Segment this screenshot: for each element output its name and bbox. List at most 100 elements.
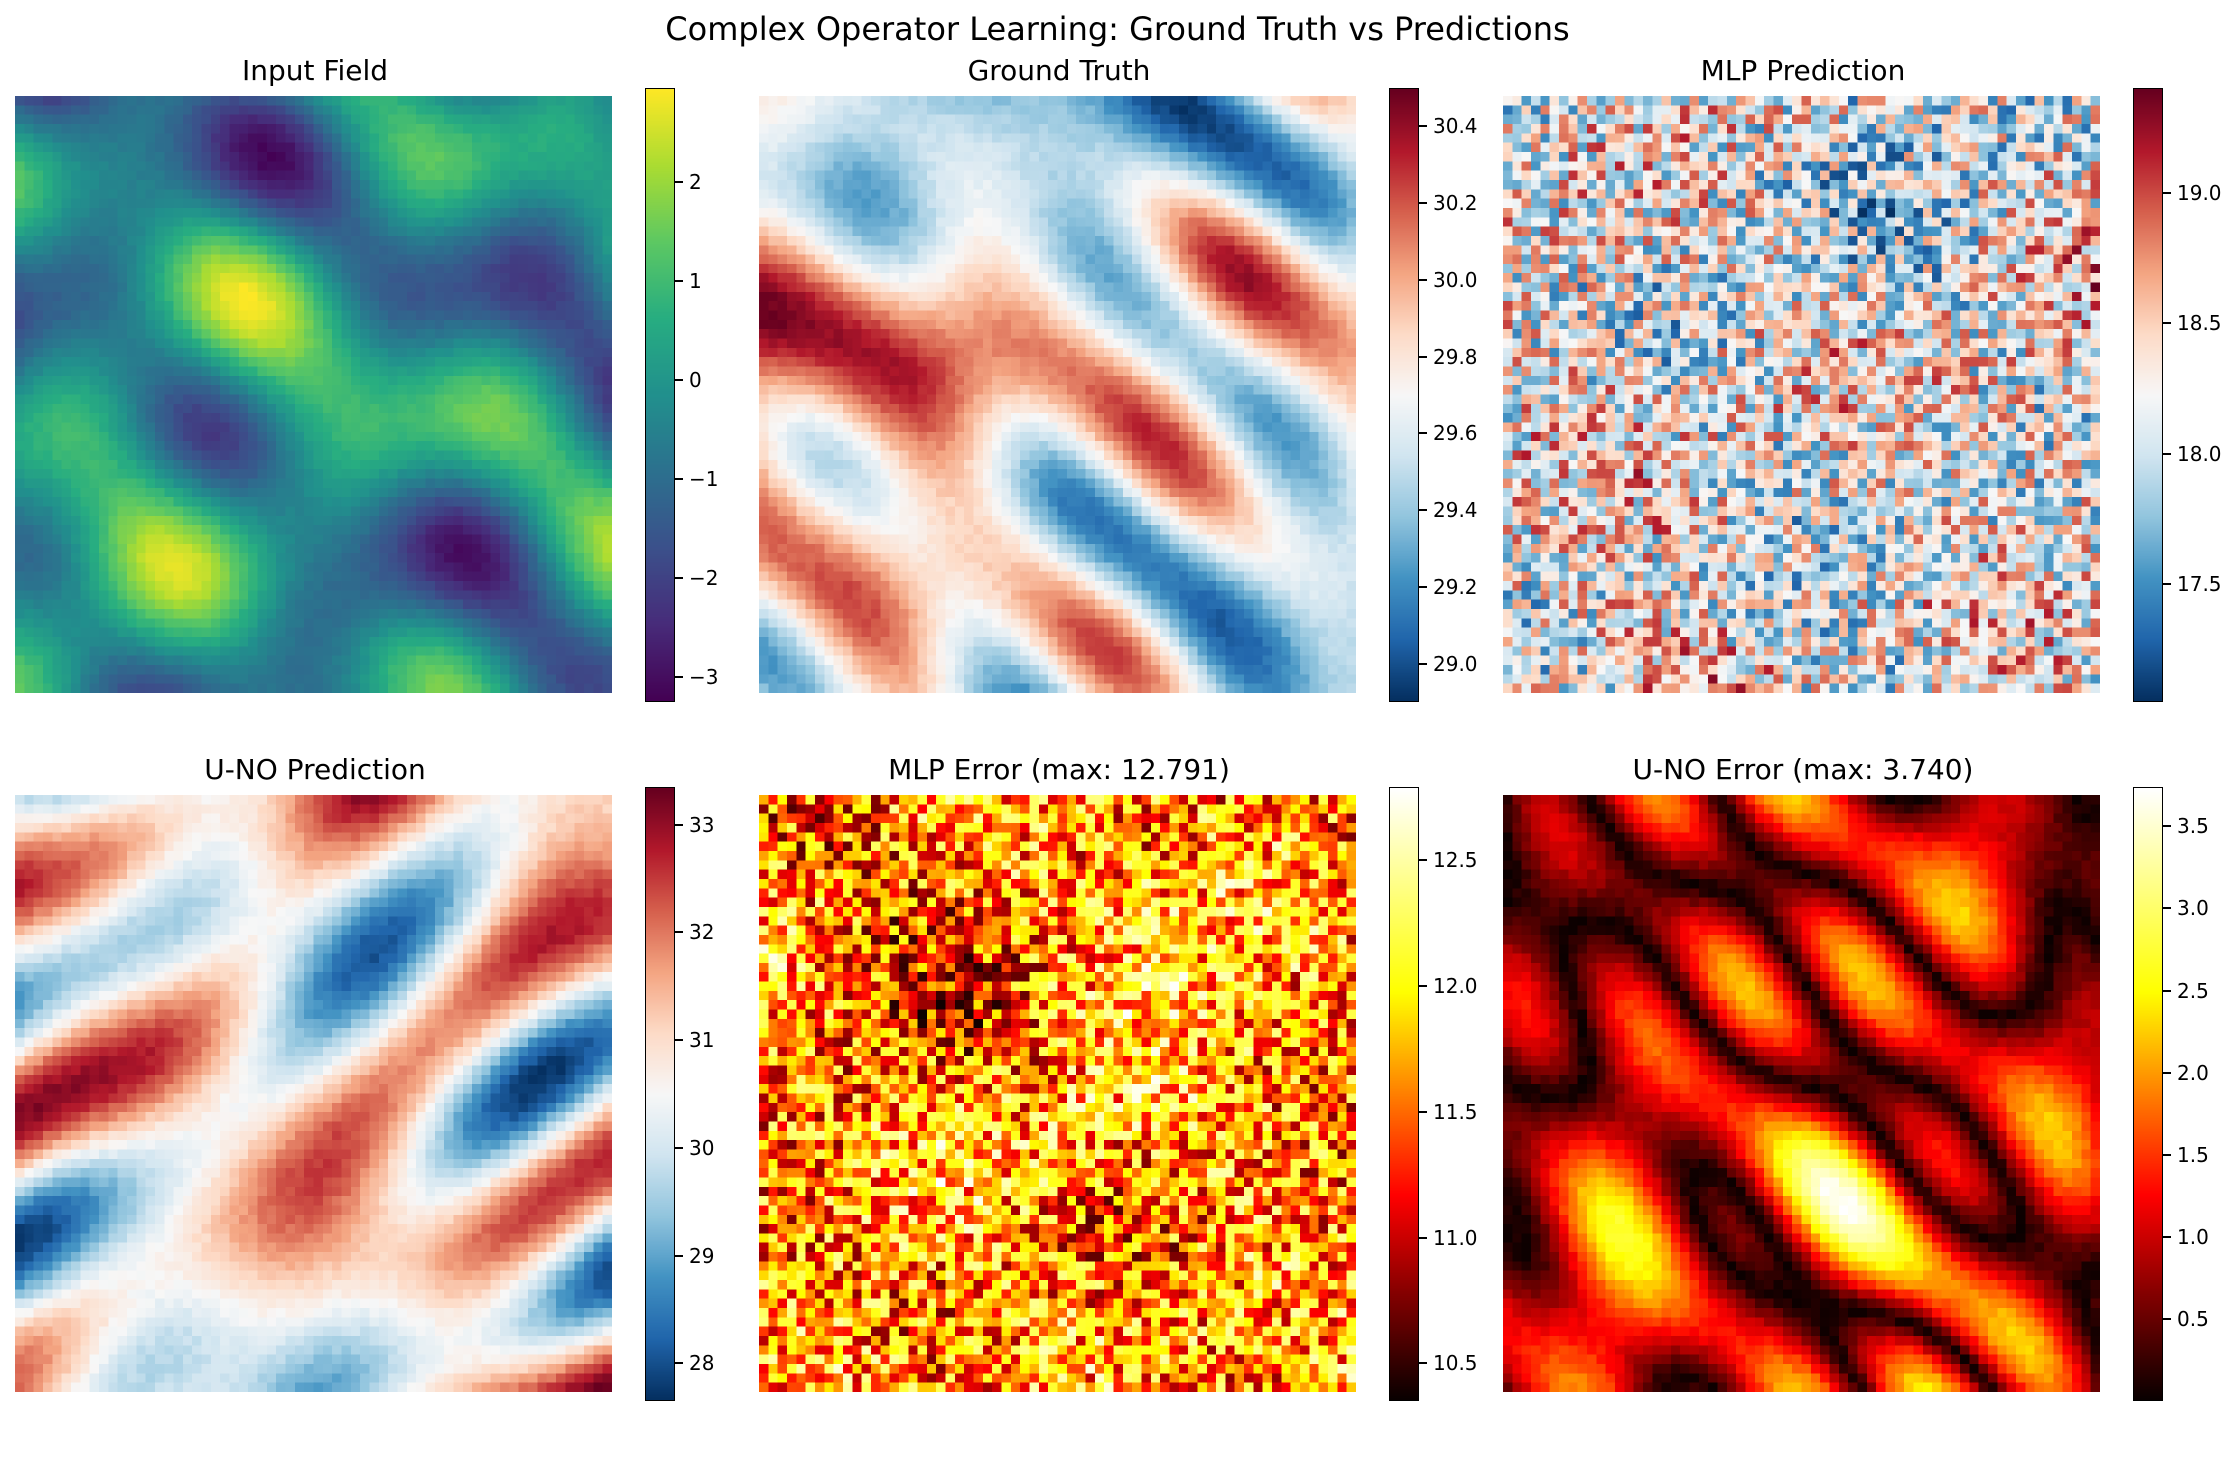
figure-suptitle: Complex Operator Learning: Ground Truth … bbox=[665, 10, 1570, 48]
panel-title: MLP Error (max: 12.791) bbox=[888, 753, 1230, 786]
colorbar-tick-label: 11.0 bbox=[1433, 1225, 1478, 1250]
colorbar-ticks: 28 29 30 31 32 33 bbox=[675, 787, 785, 1401]
panel-mlp-prediction: MLP Prediction 17.5 18.0 18.5 19.0 bbox=[1503, 54, 2235, 774]
colorbar-tick-label: 29 bbox=[689, 1243, 715, 1268]
colorbar-tick-label: 32 bbox=[689, 920, 715, 945]
colorbar-tick-label: 28 bbox=[689, 1351, 715, 1376]
colorbar-tick-mark bbox=[675, 1362, 683, 1365]
panel-uno-error: U-NO Error (max: 3.740) 0.5 1.0 1.5 2.0 2.5 3… bbox=[1503, 753, 2235, 1473]
colorbar-tick-mark bbox=[1419, 859, 1427, 862]
colorbar bbox=[1389, 787, 1419, 1401]
colorbar-tick-label: 19.0 bbox=[2177, 180, 2222, 205]
colorbar-tick-mark bbox=[1419, 202, 1427, 205]
colorbar-tick-label: 30.0 bbox=[1433, 267, 1478, 292]
colorbar-tick-label: 0.5 bbox=[2177, 1306, 2209, 1331]
colorbar-tick-label: −2 bbox=[689, 566, 719, 591]
colorbar-tick-label: 33 bbox=[689, 812, 715, 837]
colorbar-tick-label: 3.0 bbox=[2177, 896, 2209, 921]
heatmap-uno-error bbox=[1503, 795, 2100, 1392]
panel-input-field: Input Field −3 −2 −1 0 1 2 bbox=[15, 54, 855, 774]
colorbar-ticks: 17.5 18.0 18.5 19.0 bbox=[2163, 88, 2235, 702]
colorbar-tick-mark bbox=[675, 577, 683, 580]
colorbar-ticks: −3 −2 −1 0 1 2 bbox=[675, 88, 785, 702]
colorbar-tick-label: 1.5 bbox=[2177, 1142, 2209, 1167]
colorbar-tick-mark bbox=[2163, 322, 2171, 325]
colorbar-tick-mark bbox=[2163, 1071, 2171, 1074]
colorbar-tick-label: 31 bbox=[689, 1028, 715, 1053]
colorbar-tick-mark bbox=[675, 823, 683, 826]
colorbar-tick-label: 18.5 bbox=[2177, 311, 2222, 336]
colorbar-tick-mark bbox=[2163, 191, 2171, 194]
colorbar-tick-mark bbox=[1419, 278, 1427, 281]
colorbar-tick-mark bbox=[1419, 585, 1427, 588]
colorbar-tick-label: 29.8 bbox=[1433, 344, 1478, 369]
colorbar-tick-mark bbox=[675, 1254, 683, 1257]
colorbar-tick-label: 1 bbox=[689, 269, 702, 294]
colorbar-tick-label: 2.0 bbox=[2177, 1060, 2209, 1085]
colorbar-tick-label: 3.5 bbox=[2177, 814, 2209, 839]
colorbar-tick-mark bbox=[2163, 452, 2171, 455]
colorbar-tick-mark bbox=[2163, 907, 2171, 910]
colorbar-tick-mark bbox=[675, 181, 683, 184]
colorbar-tick-mark bbox=[1419, 662, 1427, 665]
colorbar-tick-mark bbox=[675, 478, 683, 481]
colorbar-tick-mark bbox=[2163, 1235, 2171, 1238]
colorbar-tick-mark bbox=[2163, 825, 2171, 828]
colorbar-tick-mark bbox=[2163, 1153, 2171, 1156]
colorbar bbox=[2133, 88, 2163, 702]
colorbar-tick-label: 1.0 bbox=[2177, 1224, 2209, 1249]
colorbar-tick-mark bbox=[1419, 125, 1427, 128]
panel-title: U-NO Error (max: 3.740) bbox=[1632, 753, 1974, 786]
colorbar-tick-label: 29.2 bbox=[1433, 574, 1478, 599]
colorbar-tick-mark bbox=[675, 1146, 683, 1149]
panel-title: MLP Prediction bbox=[1700, 54, 1906, 87]
colorbar-tick-label: 2 bbox=[689, 170, 702, 195]
panel-title: U-NO Prediction bbox=[204, 753, 426, 786]
colorbar-ticks: 29.0 29.2 29.4 29.6 29.8 30.0 30.2 30.4 bbox=[1419, 88, 1529, 702]
heatmap-mlp-prediction bbox=[1503, 96, 2100, 693]
colorbar-tick-label: 18.0 bbox=[2177, 441, 2222, 466]
colorbar-tick-mark bbox=[1419, 432, 1427, 435]
colorbar-ticks: 0.5 1.0 1.5 2.0 2.5 3.0 3.5 bbox=[2163, 787, 2235, 1401]
colorbar bbox=[645, 88, 675, 702]
colorbar bbox=[2133, 787, 2163, 1401]
colorbar-tick-label: 30.2 bbox=[1433, 191, 1478, 216]
colorbar-tick-mark bbox=[2163, 1317, 2171, 1320]
colorbar-tick-mark bbox=[2163, 989, 2171, 992]
panel-ground-truth: Ground Truth 29.0 29.2 29.4 29.6 29.8 30.0 30.… bbox=[759, 54, 1599, 774]
colorbar-tick-mark bbox=[1419, 1362, 1427, 1365]
colorbar-tick-mark bbox=[675, 676, 683, 679]
colorbar-tick-label: 30.4 bbox=[1433, 114, 1478, 139]
colorbar-tick-label: −1 bbox=[689, 467, 719, 492]
panel-title: Ground Truth bbox=[967, 54, 1151, 87]
colorbar-tick-mark bbox=[1419, 1110, 1427, 1113]
colorbar-tick-mark bbox=[1419, 1236, 1427, 1239]
heatmap-ground-truth bbox=[759, 96, 1356, 693]
colorbar-tick-label: 10.5 bbox=[1433, 1351, 1478, 1376]
colorbar-tick-label: 12.0 bbox=[1433, 973, 1478, 998]
colorbar-tick-label: 29.0 bbox=[1433, 651, 1478, 676]
colorbar-tick-mark bbox=[1419, 355, 1427, 358]
colorbar-tick-label: −3 bbox=[689, 665, 719, 690]
colorbar-tick-mark bbox=[1419, 984, 1427, 987]
heatmap-input-field bbox=[15, 96, 612, 693]
colorbar-tick-mark bbox=[675, 280, 683, 283]
panel-mlp-error: MLP Error (max: 12.791) 10.5 11.0 11.5 12.0… bbox=[759, 753, 1599, 1473]
colorbar-tick-mark bbox=[2163, 583, 2171, 586]
heatmap-mlp-error bbox=[759, 795, 1356, 1392]
colorbar-tick-label: 0 bbox=[689, 368, 702, 393]
colorbar-tick-mark bbox=[1419, 509, 1427, 512]
colorbar-tick-mark bbox=[675, 1039, 683, 1042]
colorbar-tick-label: 12.5 bbox=[1433, 848, 1478, 873]
colorbar-tick-mark bbox=[675, 931, 683, 934]
colorbar-tick-label: 30 bbox=[689, 1135, 715, 1160]
colorbar-tick-label: 11.5 bbox=[1433, 1099, 1478, 1124]
panel-title: Input Field bbox=[241, 54, 389, 87]
colorbar bbox=[645, 787, 675, 1401]
colorbar-tick-label: 2.5 bbox=[2177, 978, 2209, 1003]
colorbar-ticks: 10.5 11.0 11.5 12.0 12.5 bbox=[1419, 787, 1529, 1401]
colorbar-tick-label: 17.5 bbox=[2177, 572, 2222, 597]
heatmap-uno-prediction bbox=[15, 795, 612, 1392]
figure: Complex Operator Learning: Ground Truth … bbox=[15, 10, 2235, 1401]
colorbar-tick-mark bbox=[675, 379, 683, 382]
